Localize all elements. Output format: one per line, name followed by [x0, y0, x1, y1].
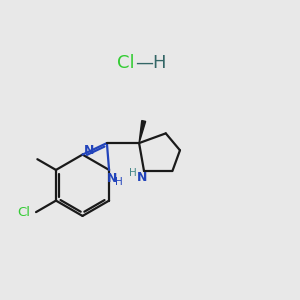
Text: N: N	[84, 144, 94, 158]
Text: Cl: Cl	[17, 206, 31, 219]
Polygon shape	[139, 121, 146, 143]
Text: —H: —H	[135, 54, 166, 72]
Text: N: N	[107, 172, 117, 185]
Text: H: H	[129, 169, 137, 178]
Text: H: H	[115, 177, 123, 187]
Text: N: N	[137, 171, 148, 184]
Text: Cl: Cl	[117, 54, 135, 72]
